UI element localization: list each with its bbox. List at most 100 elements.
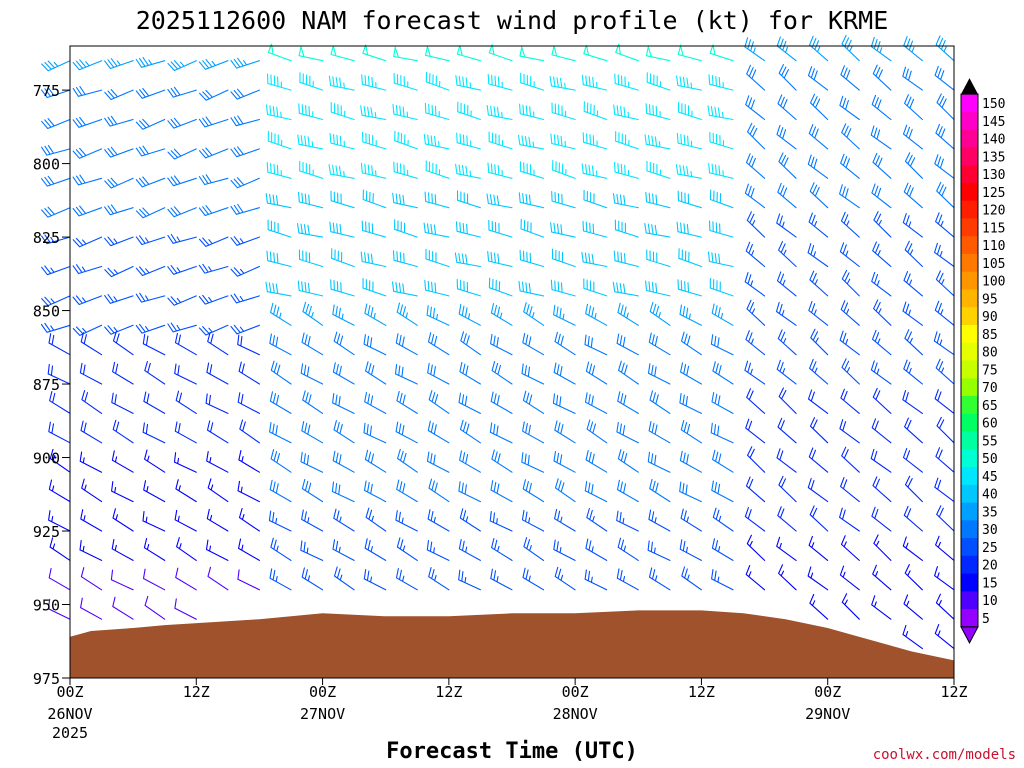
wind-barb-374 [645,280,671,297]
wind-barb-407 [709,131,734,150]
wind-barb-453 [776,359,797,385]
wind-barb-402 [679,539,702,561]
wind-barb-151 [269,422,292,444]
wind-barb-215 [393,73,418,91]
wind-barb-259 [454,252,481,268]
wind-barb-547 [936,181,955,209]
wind-barb-41 [104,89,134,101]
wind-barb-320 [553,362,576,385]
wind-barb-383 [647,540,671,561]
x-tick-label-6: 00Z [814,683,841,701]
wind-barb-445 [776,124,797,150]
wind-barb-532 [903,359,923,385]
wind-barb-191 [331,481,355,503]
wind-barb-506 [871,183,892,209]
colorbar-swatch-95 [961,289,978,308]
wind-barb-278 [487,251,513,268]
wind-barb-58 [110,569,134,591]
wind-barb-301 [521,363,545,385]
wind-barb-111 [206,362,229,385]
wind-barb-127 [230,293,260,304]
wind-barb-157 [298,44,324,62]
wind-barb-146 [265,281,292,297]
wind-barb-321 [552,393,576,414]
wind-barb-208 [363,422,387,444]
wind-barb-197 [360,105,387,121]
wind-barb-225 [394,363,418,385]
wind-barb-140 [265,104,292,121]
wind-barb-478 [808,535,829,561]
wind-barb-132 [239,419,260,444]
wind-barb-177 [328,75,355,91]
wind-barb-89 [167,322,197,333]
wind-barb-525 [904,152,923,179]
wind-barb-43 [104,146,134,158]
y-tick-label-875: 875 [33,376,60,394]
wind-barb-78 [142,568,166,591]
wind-barb-424 [746,64,766,91]
wind-barb-378 [649,390,671,414]
wind-barb-531 [904,329,923,356]
wind-barb-223 [396,302,418,326]
wind-barb-150 [269,391,292,414]
colorbar-label-40: 40 [982,488,998,503]
colorbar-swatch-125 [961,182,978,202]
wind-barb-131 [237,392,260,414]
wind-barb-415 [712,361,734,385]
wind-barb-341 [586,419,608,444]
wind-barb-261 [458,304,481,326]
wind-barb-139 [266,73,292,91]
wind-barb-285 [491,449,513,473]
colorbar-label-85: 85 [982,328,998,343]
wind-barb-250 [426,539,450,561]
wind-barb-466 [809,182,829,209]
wind-barb-555 [936,416,955,444]
wind-barb-436 [745,418,766,444]
wind-barb-22 [72,116,103,128]
wind-barb-487 [840,211,860,238]
colorbar-swatch-115 [961,218,978,237]
wind-barb-503 [871,94,892,121]
wind-barb-206 [365,361,387,385]
wind-barb-30 [80,332,103,356]
wind-barb-13 [48,421,71,444]
wind-barb-537 [903,505,923,532]
wind-barb-289 [490,568,513,591]
wind-barb-434 [744,360,766,385]
wind-barb-457 [778,475,797,503]
wind-barb-367 [646,72,671,91]
wind-barb-28 [72,295,103,306]
wind-barb-183 [331,248,355,268]
wind-barb-404 [709,44,734,62]
colorbar-label-110: 110 [982,239,1005,254]
wind-barb-143 [265,193,292,209]
colorbar-label-150: 150 [982,97,1005,112]
colorbar-label-70: 70 [982,381,998,396]
colorbar-swatch-20 [961,555,978,575]
wind-barb-472 [809,358,829,385]
wind-barb-426 [747,122,766,150]
wind-barb-330 [583,101,608,121]
wind-barb-283 [490,391,513,414]
wind-barb-335 [581,251,608,268]
wind-barb-548 [935,212,955,238]
wind-barb-199 [360,162,387,179]
wind-barb-299 [523,302,545,326]
wind-barb-19 [47,598,71,620]
wind-barb-52 [111,392,134,414]
wind-barb-59 [112,596,134,620]
wind-barb-123 [230,177,260,189]
wind-barb-474 [809,417,829,444]
wind-barb-523 [904,94,923,121]
wind-barb-265 [459,419,481,444]
wind-barb-257 [456,190,481,209]
wind-barb-507 [873,211,892,238]
wind-barb-120 [230,88,260,100]
wind-barb-122 [230,146,260,158]
wind-barb-210 [363,480,387,503]
wind-barb-218 [393,161,418,179]
wind-barb-290 [519,45,545,62]
colorbar: 1501451401351301251201151101051009590858… [960,78,1005,644]
wind-barb-417 [710,422,734,444]
wind-barb-266 [459,450,481,473]
